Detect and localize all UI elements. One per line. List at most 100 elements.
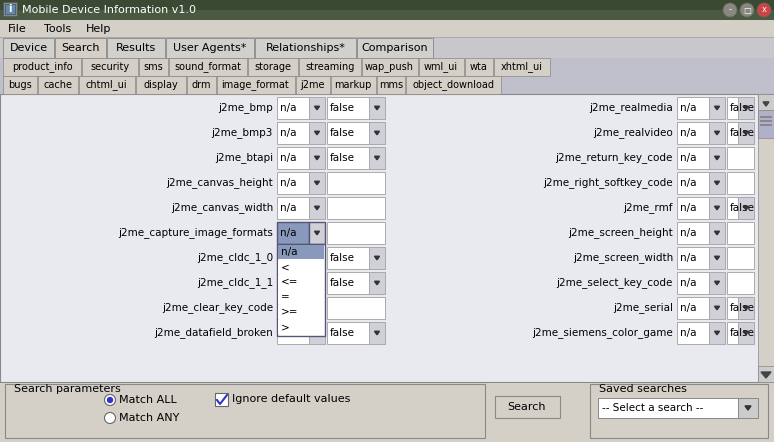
Bar [78, 76, 135, 94]
Bar [677, 97, 709, 119]
Text: false: false [730, 328, 755, 338]
Bar [727, 147, 754, 169]
Bar [0, 37, 774, 38]
Bar [709, 147, 725, 169]
Bar [108, 38, 165, 58]
Text: j2me_canvas_width: j2me_canvas_width [171, 202, 273, 213]
Text: false: false [330, 103, 355, 113]
Bar [495, 396, 560, 418]
Polygon shape [714, 181, 720, 185]
Text: false: false [330, 128, 355, 138]
Polygon shape [745, 406, 751, 410]
Polygon shape [314, 281, 320, 285]
Text: streaming: streaming [305, 62, 354, 72]
Text: sms: sms [143, 62, 163, 72]
Bar [309, 147, 325, 169]
Text: n/a: n/a [280, 153, 296, 163]
Text: n/a: n/a [680, 153, 697, 163]
Bar [760, 120, 772, 122]
Text: n/a: n/a [680, 103, 697, 113]
Bar [738, 97, 754, 119]
Polygon shape [714, 231, 720, 235]
Bar [0, 38, 774, 59]
Text: n/a: n/a [680, 328, 697, 338]
Polygon shape [744, 106, 748, 110]
Text: false: false [730, 103, 755, 113]
Polygon shape [314, 231, 320, 235]
Text: false: false [730, 303, 755, 313]
Text: markup: markup [334, 80, 372, 90]
Bar [296, 76, 330, 94]
Text: j2me_screen_width: j2me_screen_width [573, 252, 673, 263]
Bar [277, 247, 309, 269]
Bar [376, 76, 405, 94]
Bar [727, 97, 754, 119]
Polygon shape [714, 106, 720, 110]
Bar [369, 97, 385, 119]
Bar [709, 272, 725, 294]
Polygon shape [714, 331, 720, 335]
Bar [187, 76, 215, 94]
Text: n/a: n/a [680, 178, 697, 188]
Bar [677, 322, 709, 344]
Bar [309, 122, 325, 144]
Text: n/a: n/a [680, 303, 697, 313]
Text: n/a: n/a [280, 303, 296, 313]
Bar [760, 116, 772, 118]
Text: i: i [9, 4, 12, 14]
Bar [677, 172, 709, 194]
Bar [760, 124, 772, 126]
Bar [0, 76, 774, 94]
Bar [3, 76, 37, 94]
Text: cache: cache [43, 80, 72, 90]
Text: >: > [281, 322, 289, 332]
Text: j2me_bmp: j2me_bmp [218, 103, 273, 114]
Bar [82, 58, 138, 76]
Text: n/a: n/a [280, 128, 296, 138]
Text: Relationships*: Relationships* [265, 43, 345, 53]
Polygon shape [375, 281, 379, 285]
Bar [709, 97, 725, 119]
Text: mms: mms [378, 80, 402, 90]
Polygon shape [763, 102, 769, 106]
Text: j2me: j2me [300, 80, 325, 90]
Bar [327, 147, 385, 169]
Bar [758, 94, 774, 110]
Bar [709, 172, 725, 194]
Bar [369, 147, 385, 169]
Text: product_info: product_info [12, 61, 72, 72]
Bar [278, 245, 324, 259]
Polygon shape [761, 372, 771, 378]
Text: wap_push: wap_push [365, 61, 414, 72]
Bar [369, 322, 385, 344]
Bar [278, 260, 324, 274]
Text: n/a: n/a [680, 203, 697, 213]
Text: j2me_serial: j2me_serial [613, 302, 673, 313]
Bar [309, 222, 325, 244]
Bar [727, 322, 754, 344]
Bar [277, 147, 309, 169]
Bar [139, 58, 167, 76]
Text: wta: wta [470, 62, 488, 72]
Bar [677, 197, 709, 219]
Circle shape [108, 397, 112, 403]
Text: Saved searches: Saved searches [599, 384, 687, 394]
Bar [709, 297, 725, 319]
Bar [709, 222, 725, 244]
Text: User Agents*: User Agents* [173, 43, 247, 53]
Bar [738, 122, 754, 144]
Text: j2me_cldc_1_0: j2me_cldc_1_0 [197, 252, 273, 263]
Text: >=: >= [281, 307, 299, 317]
Text: false: false [330, 328, 355, 338]
Bar [758, 94, 774, 382]
Bar [327, 97, 385, 119]
Text: n/a: n/a [680, 228, 697, 238]
Bar [406, 76, 501, 94]
Bar [369, 272, 385, 294]
Text: Ignore default values: Ignore default values [232, 395, 351, 404]
Text: false: false [730, 203, 755, 213]
Polygon shape [714, 306, 720, 310]
Bar [0, 20, 774, 38]
Text: Tools: Tools [44, 24, 71, 34]
Bar [709, 322, 725, 344]
